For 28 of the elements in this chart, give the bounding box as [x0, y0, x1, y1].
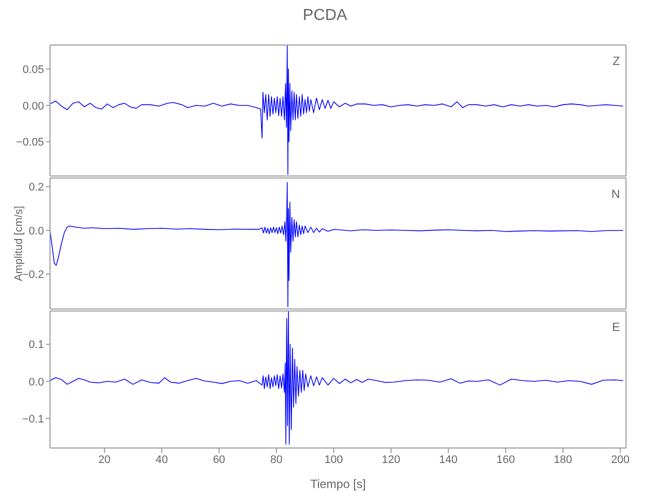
y-tick-label: −0.05: [16, 136, 44, 149]
x-tick-label: 180: [554, 454, 572, 466]
y-tick-label: 0.05: [22, 64, 44, 76]
y-tick-label: 0.0: [28, 225, 44, 238]
y-tick-label: 0.0: [28, 376, 44, 388]
y-tick-label: −0.1: [22, 413, 44, 426]
line-series: [50, 45, 624, 175]
y-tick-label: 0.00: [22, 100, 44, 112]
x-tick-label: 200: [611, 454, 630, 466]
x-tick-label: 20: [98, 454, 111, 466]
line-series: [50, 311, 624, 445]
x-tick-label: 160: [496, 454, 515, 466]
y-axis-title: Amplitud [cm/s]: [12, 206, 25, 282]
chart-title: PCDA: [302, 7, 348, 26]
x-tick-label: 100: [324, 454, 343, 466]
x-tick-label: 60: [212, 454, 226, 466]
x-tick-label: 120: [382, 454, 400, 466]
annotation: E: [612, 320, 620, 334]
y-tick-label: 0.2: [28, 182, 44, 194]
x-tick-label: 80: [270, 454, 283, 466]
line-series: [50, 182, 624, 308]
y-tick-label: 0.1: [28, 339, 44, 352]
annotation: Z: [612, 54, 620, 68]
x-tick-label: 140: [439, 454, 458, 466]
x-axis-title: Tiempo [s]: [310, 477, 366, 491]
annotation: N: [611, 187, 620, 201]
y-tick-label: −0.2: [22, 268, 44, 281]
x-tick-label: 40: [156, 454, 168, 466]
